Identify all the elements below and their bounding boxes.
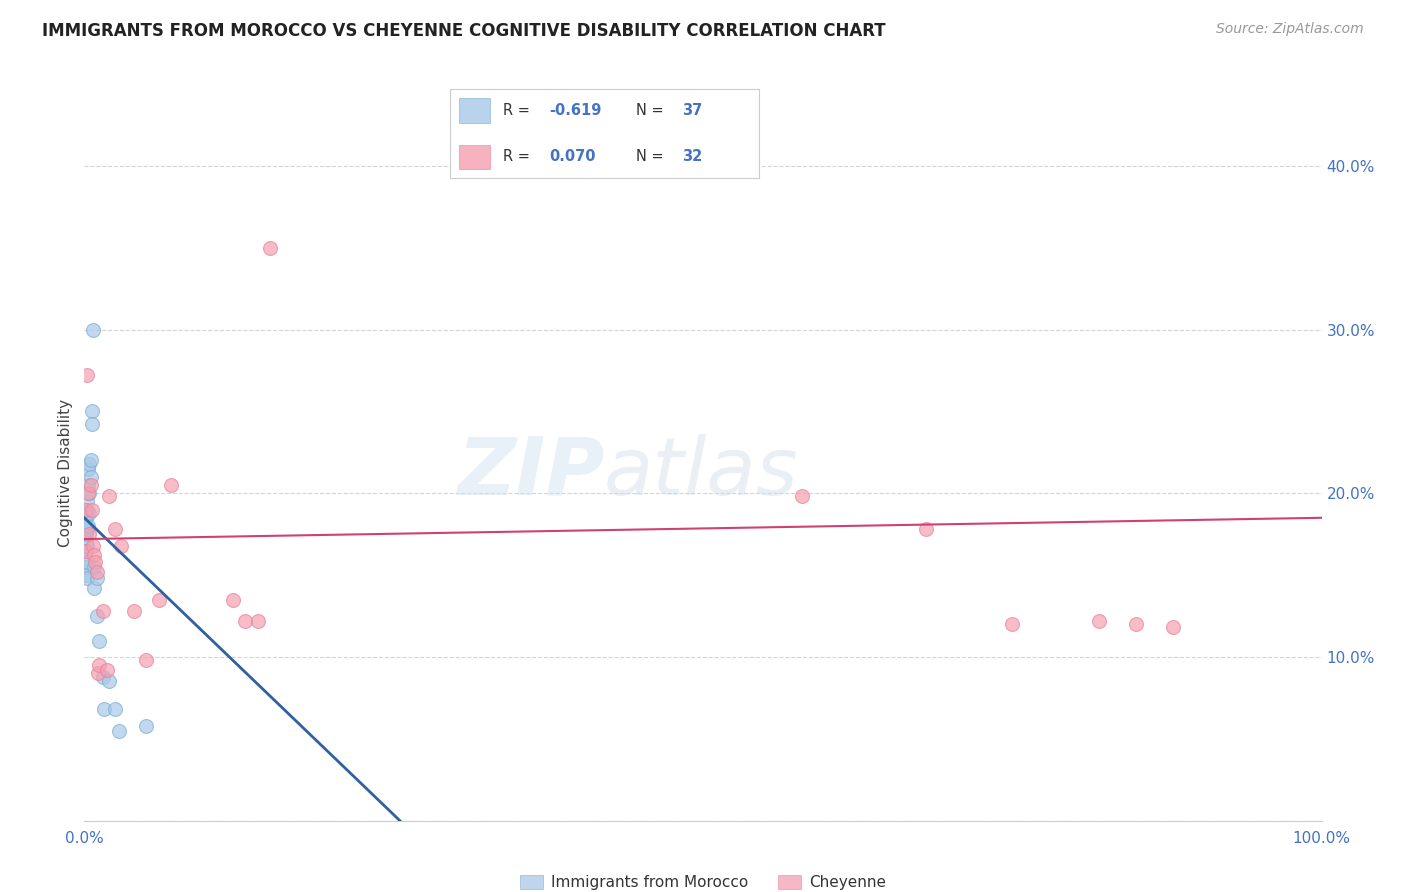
Text: ZIP: ZIP <box>457 434 605 512</box>
Point <box>79 470 101 484</box>
Point <box>80 502 103 516</box>
Text: 37: 37 <box>682 103 702 118</box>
Point <box>79 453 101 467</box>
Point <box>79 527 101 541</box>
Point <box>259 241 281 255</box>
Y-axis label: Cognitive Disability: Cognitive Disability <box>58 399 73 547</box>
FancyBboxPatch shape <box>460 145 491 169</box>
Point <box>75 560 97 574</box>
Point <box>87 666 110 681</box>
Point <box>79 457 101 471</box>
Point <box>914 522 936 536</box>
Point <box>80 417 103 432</box>
Point <box>75 551 97 566</box>
Point <box>79 478 101 492</box>
Point <box>76 522 98 536</box>
Point <box>108 723 131 738</box>
Point <box>83 549 105 563</box>
Point <box>222 592 245 607</box>
Point <box>83 560 105 574</box>
Point <box>77 461 100 475</box>
Point <box>77 486 100 500</box>
Point <box>79 506 101 520</box>
Point <box>75 519 97 533</box>
Point <box>76 368 98 383</box>
Point <box>86 571 108 585</box>
Point <box>77 555 100 569</box>
Text: N =: N = <box>636 150 668 164</box>
Point <box>75 535 97 549</box>
Point <box>89 658 111 673</box>
Point <box>77 519 100 533</box>
Text: IMMIGRANTS FROM MOROCCO VS CHEYENNE COGNITIVE DISABILITY CORRELATION CHART: IMMIGRANTS FROM MOROCCO VS CHEYENNE COGN… <box>42 22 886 40</box>
Point <box>76 494 98 508</box>
Point <box>1001 617 1024 632</box>
Point <box>104 702 127 716</box>
Point <box>75 502 97 516</box>
Point <box>104 522 127 536</box>
Point <box>82 322 104 336</box>
Point <box>89 633 111 648</box>
Point <box>122 604 145 618</box>
Point <box>75 568 97 582</box>
Point <box>246 614 269 628</box>
Point <box>83 581 105 595</box>
Text: 32: 32 <box>682 150 702 164</box>
Text: R =: R = <box>502 103 534 118</box>
Point <box>135 653 157 667</box>
Point <box>80 404 103 418</box>
Point <box>93 702 115 716</box>
Point <box>98 490 121 504</box>
Text: -0.619: -0.619 <box>548 103 602 118</box>
Point <box>110 539 132 553</box>
Point <box>75 502 97 516</box>
Point <box>98 674 121 689</box>
Point <box>75 543 97 558</box>
Point <box>1125 617 1147 632</box>
Legend: Immigrants from Morocco, Cheyenne: Immigrants from Morocco, Cheyenne <box>515 869 891 892</box>
Point <box>86 565 108 579</box>
Point <box>233 614 256 628</box>
Point <box>148 592 170 607</box>
Point <box>96 663 118 677</box>
Text: atlas: atlas <box>605 434 799 512</box>
Text: 0.070: 0.070 <box>548 150 595 164</box>
FancyBboxPatch shape <box>460 98 491 123</box>
Point <box>75 510 97 524</box>
Text: N =: N = <box>636 103 668 118</box>
Point <box>82 539 104 553</box>
Point <box>76 539 98 553</box>
Text: R =: R = <box>502 150 534 164</box>
Point <box>1161 620 1184 634</box>
Point <box>790 490 813 504</box>
Point <box>91 669 114 683</box>
Point <box>91 604 114 618</box>
Point <box>76 571 98 585</box>
Point <box>75 543 97 558</box>
Point <box>75 527 97 541</box>
Point <box>86 609 108 624</box>
Point <box>77 478 100 492</box>
Point <box>1088 614 1111 628</box>
Point <box>76 506 98 520</box>
Point <box>84 555 107 569</box>
Text: Source: ZipAtlas.com: Source: ZipAtlas.com <box>1216 22 1364 37</box>
Point <box>135 719 157 733</box>
Point <box>160 478 183 492</box>
Point <box>79 486 101 500</box>
